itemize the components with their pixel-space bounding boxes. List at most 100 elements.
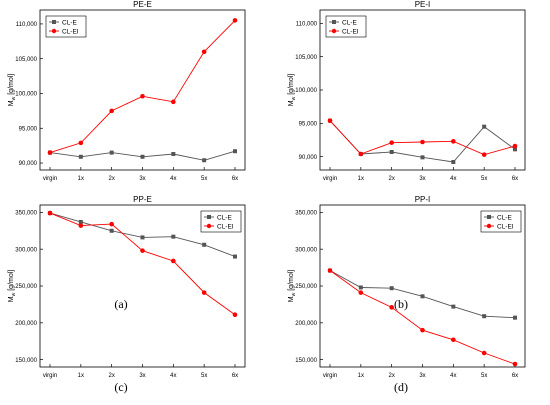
series-line-1 bbox=[49, 20, 236, 154]
legend-label: CL-EI bbox=[497, 223, 514, 230]
y-axis-label-sub: w bbox=[11, 96, 17, 100]
legend-marker-square bbox=[52, 20, 56, 24]
data-point-circle bbox=[171, 99, 176, 105]
data-point-square bbox=[420, 155, 425, 160]
x-tick-label: 6x bbox=[232, 176, 238, 182]
y-tick-label: 150,000 bbox=[295, 358, 317, 364]
y-axis-label: Mw [g/mol] bbox=[8, 270, 17, 302]
y-tick-label: 100,000 bbox=[15, 92, 37, 98]
legend-label: CL-E bbox=[217, 214, 232, 221]
y-tick-label: 105,000 bbox=[15, 57, 37, 63]
legend-marker-square bbox=[207, 215, 211, 219]
x-tick-label: virgin bbox=[43, 176, 57, 182]
x-tick-label: 4x bbox=[450, 373, 456, 379]
data-point-square bbox=[389, 286, 394, 291]
x-tick-label: 4x bbox=[170, 176, 176, 182]
data-point-square bbox=[109, 150, 114, 155]
data-point-circle bbox=[47, 210, 53, 216]
data-point-circle bbox=[109, 108, 114, 114]
data-point-square bbox=[451, 160, 456, 164]
x-tick-label: 2x bbox=[388, 373, 394, 379]
y-tick-label: 200,000 bbox=[295, 321, 317, 327]
data-point-square bbox=[482, 314, 487, 319]
data-point-square bbox=[171, 234, 176, 239]
legend-marker-circle bbox=[486, 223, 492, 229]
x-tick-label: 6x bbox=[512, 176, 518, 182]
data-point-square bbox=[233, 254, 237, 259]
y-axis-label: Mw [g/mol] bbox=[288, 270, 297, 302]
y-axis-label-sub: w bbox=[291, 96, 297, 100]
data-point-circle bbox=[232, 18, 238, 23]
legend-label: CL-E bbox=[342, 19, 357, 26]
series-line-1 bbox=[329, 270, 516, 365]
y-tick-label: 95,000 bbox=[19, 126, 38, 132]
data-point-circle bbox=[420, 139, 425, 145]
y-tick-label: 100,000 bbox=[295, 88, 317, 94]
x-tick-label: 6x bbox=[232, 373, 238, 379]
x-tick-label: virgin bbox=[43, 373, 57, 379]
series-line-1 bbox=[329, 120, 516, 156]
data-point-square bbox=[420, 294, 425, 299]
panel-label-a: (a) bbox=[114, 297, 128, 311]
chart-panel-3: PP-I 150,000 200,000 250,000 300,000 350,000 v… bbox=[288, 195, 526, 379]
y-axis-label-sub: w bbox=[11, 292, 17, 296]
data-point-square bbox=[482, 124, 487, 129]
data-point-circle bbox=[512, 361, 518, 367]
y-axis-label-sub: w bbox=[291, 292, 297, 296]
y-tick-label: 90,000 bbox=[299, 155, 318, 161]
y-axis-label-unit: [g/mol] bbox=[288, 74, 295, 97]
y-axis-label-main: M bbox=[8, 296, 15, 302]
x-tick-label: 3x bbox=[419, 373, 425, 379]
chart-title: PP-E bbox=[133, 195, 152, 204]
data-point-circle bbox=[451, 139, 456, 144]
legend-label: CL-E bbox=[497, 214, 512, 221]
series-line-0 bbox=[329, 270, 516, 319]
data-point-circle bbox=[358, 151, 364, 157]
x-tick-label: 2x bbox=[388, 176, 394, 182]
legend-label: CL-EI bbox=[342, 28, 359, 35]
y-tick-label: 300,000 bbox=[15, 247, 37, 253]
data-point-circle bbox=[358, 290, 364, 295]
data-point-circle bbox=[201, 49, 207, 55]
data-point-circle bbox=[140, 248, 145, 253]
y-tick-label: 150,000 bbox=[15, 358, 37, 364]
panel-label-c: (c) bbox=[114, 380, 128, 394]
legend-marker-circle bbox=[51, 28, 57, 34]
chart-title: PP-I bbox=[415, 195, 431, 204]
data-point-circle bbox=[420, 327, 425, 333]
data-point-square bbox=[513, 147, 517, 152]
legend-marker-square bbox=[487, 215, 491, 219]
data-point-square bbox=[78, 154, 83, 159]
y-tick-label: 350,000 bbox=[15, 211, 37, 217]
data-point-circle bbox=[140, 93, 145, 99]
y-axis-label-unit: [g/mol] bbox=[8, 74, 15, 97]
data-point-circle bbox=[232, 312, 238, 318]
y-tick-label: 200,000 bbox=[15, 321, 37, 327]
data-point-square bbox=[202, 242, 207, 247]
x-tick-label: 3x bbox=[139, 373, 145, 379]
x-tick-label: virgin bbox=[323, 176, 337, 182]
y-tick-label: 250,000 bbox=[295, 284, 317, 290]
x-tick-label: 5x bbox=[481, 176, 487, 182]
y-tick-label: 90,000 bbox=[19, 161, 38, 167]
chart-title: PE-E bbox=[133, 0, 152, 9]
x-tick-label: 4x bbox=[170, 373, 176, 379]
legend-label: CL-E bbox=[62, 19, 77, 26]
x-tick-label: 2x bbox=[108, 176, 114, 182]
y-axis-label: Mw [g/mol] bbox=[288, 74, 297, 106]
data-point-square bbox=[78, 219, 83, 224]
y-tick-label: 105,000 bbox=[295, 55, 317, 61]
legend-label: CL-EI bbox=[62, 28, 79, 35]
data-point-circle bbox=[78, 223, 84, 228]
data-point-circle bbox=[327, 118, 333, 123]
data-point-circle bbox=[327, 268, 333, 273]
chart-panel-1: PE-I 90,000 95,000 100,000 105,000 110,000 vir… bbox=[288, 0, 526, 182]
x-tick-label: 1x bbox=[78, 373, 84, 379]
y-axis-label-main: M bbox=[8, 100, 15, 106]
data-point-circle bbox=[47, 150, 53, 155]
data-point-circle bbox=[389, 140, 394, 145]
chart-title: PE-I bbox=[415, 0, 431, 9]
data-point-square bbox=[358, 285, 363, 290]
